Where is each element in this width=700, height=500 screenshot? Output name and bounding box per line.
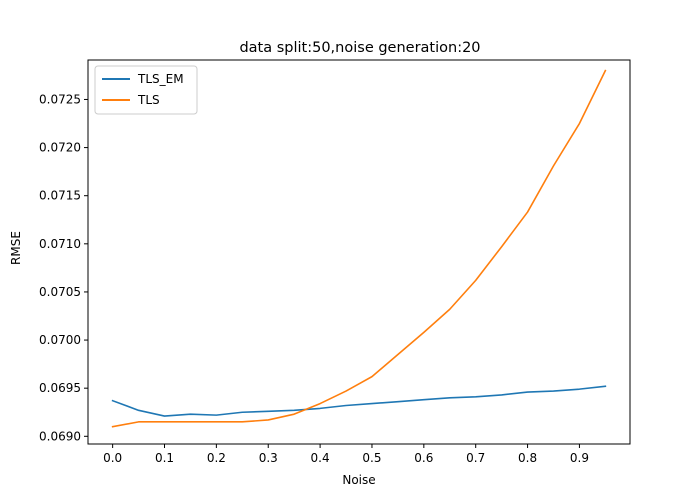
- y-tick-label: 0.0715: [39, 189, 81, 203]
- x-tick-label: 0.2: [207, 451, 226, 465]
- legend-label-tls-em: TLS_EM: [137, 72, 184, 86]
- x-axis-label: Noise: [342, 473, 375, 487]
- legend: TLS_EM TLS: [94, 65, 198, 115]
- x-tick-label: 0.1: [155, 451, 174, 465]
- series-layer: [111, 69, 607, 428]
- y-tick-label: 0.0695: [39, 381, 81, 395]
- chart-title: data split:50,noise generation:20: [239, 40, 480, 56]
- x-tick-label: 0.9: [570, 451, 589, 465]
- legend-label-tls: TLS: [137, 93, 160, 107]
- y-tick-label: 0.0710: [39, 237, 81, 251]
- x-tick-label: 0.8: [518, 451, 537, 465]
- series-line-tls-em: [111, 385, 607, 417]
- y-axis-label: RMSE: [9, 231, 23, 265]
- y-tick-label: 0.0690: [39, 429, 81, 443]
- x-tick-label: 0.6: [414, 451, 433, 465]
- y-tick-label: 0.0725: [39, 92, 81, 106]
- y-tick-label: 0.0700: [39, 333, 81, 347]
- axes-frame: [87, 59, 631, 445]
- x-tick-label: 0.4: [311, 451, 330, 465]
- series-line-tls: [111, 69, 607, 428]
- x-tick-label: 0.3: [259, 451, 278, 465]
- x-tick-label: 0.5: [362, 451, 381, 465]
- plot-area: 0.0 0.1 0.2 0.3 0.4 0.5 0.6 0.7 0.8 0.9 0.0690 0.06…: [39, 59, 631, 465]
- y-tick-label: 0.0705: [39, 285, 81, 299]
- x-tick-label: 0.7: [466, 451, 485, 465]
- y-tick-label: 0.0720: [39, 141, 81, 155]
- x-tick-label: 0.0: [103, 451, 122, 465]
